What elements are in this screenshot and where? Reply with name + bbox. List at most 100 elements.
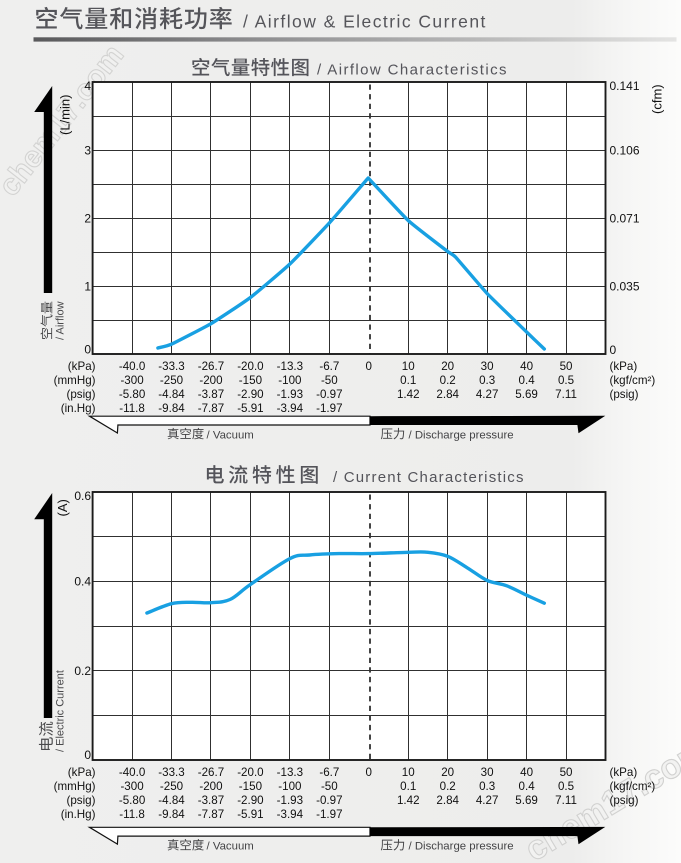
svg-text:/ Airflow: / Airflow xyxy=(55,301,67,340)
svg-text:-11.8: -11.8 xyxy=(119,402,145,415)
svg-text:(mmHg): (mmHg) xyxy=(54,374,96,387)
svg-text:0.6: 0.6 xyxy=(74,489,91,503)
svg-text:0: 0 xyxy=(84,748,91,762)
svg-text:3: 3 xyxy=(84,143,91,157)
svg-text:-2.90: -2.90 xyxy=(237,388,263,401)
svg-text:20: 20 xyxy=(441,360,454,373)
svg-text:0.5: 0.5 xyxy=(558,780,574,793)
svg-text:30: 30 xyxy=(481,360,494,373)
svg-text:0: 0 xyxy=(366,360,372,373)
svg-text:1: 1 xyxy=(84,279,91,293)
svg-text:2.84: 2.84 xyxy=(436,388,459,401)
svg-text:0: 0 xyxy=(610,343,617,357)
svg-text:40: 40 xyxy=(520,766,533,779)
svg-text:/ Current Characteristics: / Current Characteristics xyxy=(333,469,525,486)
svg-text:1.42: 1.42 xyxy=(397,388,420,401)
svg-text:20: 20 xyxy=(441,766,454,779)
svg-text:/ Airflow & Electric Current: / Airflow & Electric Current xyxy=(243,11,487,31)
svg-text:-50: -50 xyxy=(321,780,338,793)
svg-text:-1.97: -1.97 xyxy=(316,402,342,415)
svg-text:-20.0: -20.0 xyxy=(237,766,263,779)
svg-text:(kPa): (kPa) xyxy=(610,360,638,373)
svg-text:0.2: 0.2 xyxy=(440,374,456,387)
svg-text:/ Discharge pressure: / Discharge pressure xyxy=(409,841,514,853)
svg-text:(kgf/cm²): (kgf/cm²) xyxy=(610,780,656,793)
svg-text:(in.Hg): (in.Hg) xyxy=(61,808,96,821)
svg-text:-300: -300 xyxy=(120,374,143,387)
svg-text:0.106: 0.106 xyxy=(610,143,640,157)
svg-text:-200: -200 xyxy=(199,374,222,387)
svg-text:10: 10 xyxy=(402,360,415,373)
svg-text:-1.93: -1.93 xyxy=(277,794,303,807)
svg-text:(cfm): (cfm) xyxy=(650,84,665,114)
svg-text:0.2: 0.2 xyxy=(74,664,91,678)
svg-text:-150: -150 xyxy=(239,374,262,387)
svg-text:0.4: 0.4 xyxy=(74,575,91,589)
svg-text:5.69: 5.69 xyxy=(515,794,538,807)
svg-text:(kPa): (kPa) xyxy=(68,360,96,373)
svg-text:-5.80: -5.80 xyxy=(119,388,145,401)
svg-text:-7.87: -7.87 xyxy=(198,808,224,821)
svg-text:0: 0 xyxy=(366,766,372,779)
svg-text:4.27: 4.27 xyxy=(476,794,499,807)
svg-text:/ Airflow Characteristics: / Airflow Characteristics xyxy=(317,62,508,79)
svg-text:/ Electric Current: / Electric Current xyxy=(55,670,67,752)
svg-text:-200: -200 xyxy=(199,780,222,793)
svg-text:(kPa): (kPa) xyxy=(610,766,638,779)
svg-text:-26.7: -26.7 xyxy=(198,766,224,779)
svg-text:-6.7: -6.7 xyxy=(319,766,339,779)
svg-text:-4.84: -4.84 xyxy=(158,388,185,401)
svg-text:-1.97: -1.97 xyxy=(316,808,342,821)
svg-text:5.69: 5.69 xyxy=(515,388,538,401)
svg-text:-300: -300 xyxy=(120,780,143,793)
svg-text:10: 10 xyxy=(402,766,415,779)
svg-text:0.035: 0.035 xyxy=(610,279,640,293)
svg-text:0.1: 0.1 xyxy=(400,780,416,793)
svg-text:(in.Hg): (in.Hg) xyxy=(61,402,96,415)
svg-text:-40.0: -40.0 xyxy=(119,360,145,373)
svg-text:(A): (A) xyxy=(55,499,70,516)
svg-text:(psig): (psig) xyxy=(67,388,96,401)
svg-text:/ Discharge pressure: / Discharge pressure xyxy=(409,429,514,441)
svg-text:0.3: 0.3 xyxy=(479,374,495,387)
svg-text:-50: -50 xyxy=(321,374,338,387)
svg-text:-9.84: -9.84 xyxy=(158,402,185,415)
svg-text:4: 4 xyxy=(84,79,91,93)
svg-text:2: 2 xyxy=(84,211,91,225)
svg-text:-3.87: -3.87 xyxy=(198,794,224,807)
svg-text:-13.3: -13.3 xyxy=(277,360,303,373)
svg-text:(L/min): (L/min) xyxy=(58,95,73,135)
svg-text:-2.90: -2.90 xyxy=(237,794,263,807)
svg-text:50: 50 xyxy=(560,766,573,779)
svg-text:-20.0: -20.0 xyxy=(237,360,263,373)
svg-text:-0.97: -0.97 xyxy=(316,388,342,401)
svg-text:-3.94: -3.94 xyxy=(277,808,304,821)
svg-text:/ Vacuum: / Vacuum xyxy=(207,841,254,853)
svg-text:0.2: 0.2 xyxy=(440,780,456,793)
svg-text:-0.97: -0.97 xyxy=(316,794,342,807)
svg-text:(psig): (psig) xyxy=(610,388,639,401)
svg-text:-5.91: -5.91 xyxy=(237,808,263,821)
svg-text:-4.84: -4.84 xyxy=(158,794,185,807)
svg-text:-100: -100 xyxy=(278,780,301,793)
svg-text:(psig): (psig) xyxy=(610,794,639,807)
svg-text:(kgf/cm²): (kgf/cm²) xyxy=(610,374,656,387)
svg-text:-250: -250 xyxy=(160,780,183,793)
svg-text:40: 40 xyxy=(520,360,533,373)
svg-text:7.11: 7.11 xyxy=(555,794,577,807)
svg-text:0.1: 0.1 xyxy=(400,374,416,387)
svg-text:50: 50 xyxy=(560,360,573,373)
svg-text:/ Vacuum: / Vacuum xyxy=(207,429,254,441)
svg-text:0.141: 0.141 xyxy=(610,79,640,93)
svg-text:-6.7: -6.7 xyxy=(319,360,339,373)
svg-text:(psig): (psig) xyxy=(67,794,96,807)
svg-text:2.84: 2.84 xyxy=(436,794,459,807)
svg-text:0.4: 0.4 xyxy=(519,374,536,387)
svg-text:7.11: 7.11 xyxy=(555,388,577,401)
svg-text:30: 30 xyxy=(481,766,494,779)
svg-text:-5.91: -5.91 xyxy=(237,402,263,415)
svg-text:0.5: 0.5 xyxy=(558,374,574,387)
svg-text:4.27: 4.27 xyxy=(476,388,499,401)
svg-text:-7.87: -7.87 xyxy=(198,402,224,415)
svg-text:-33.3: -33.3 xyxy=(158,766,184,779)
